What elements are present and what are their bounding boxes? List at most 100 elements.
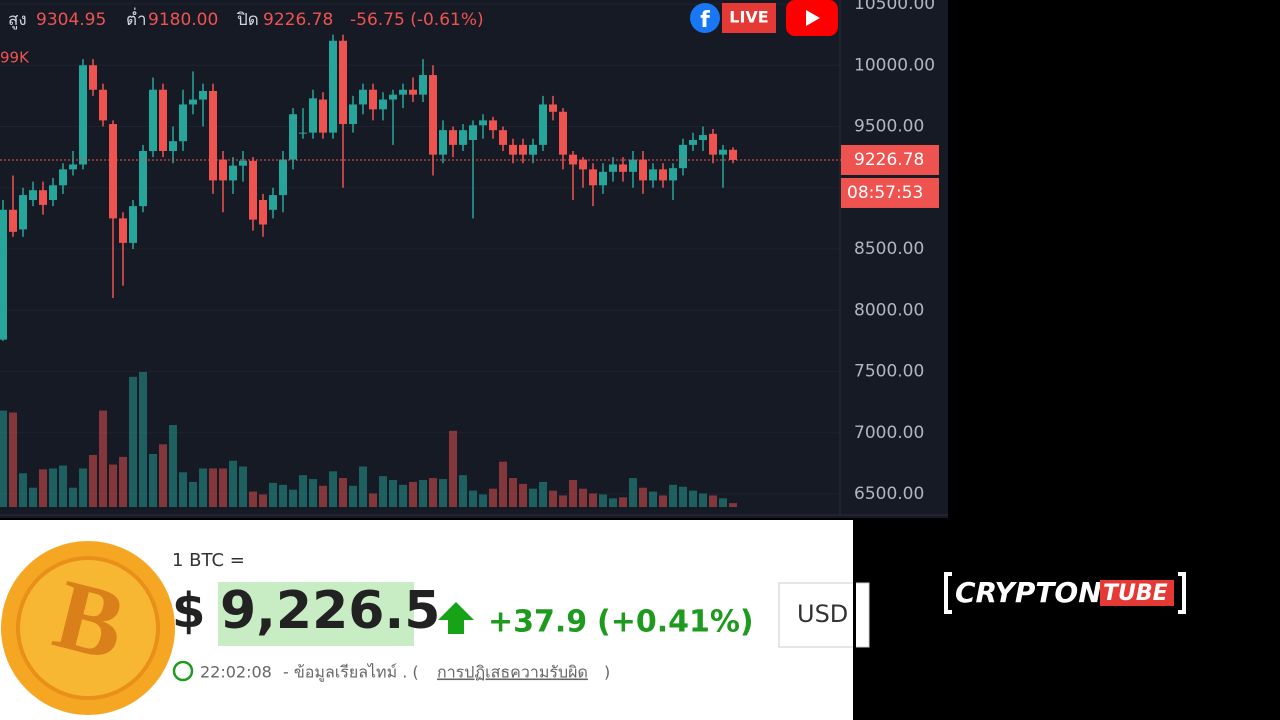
y-tick-label: 7000.00 — [854, 423, 924, 443]
candle-body — [219, 159, 227, 181]
y-tick-label: 10500.00 — [854, 0, 935, 14]
volume-bar — [699, 493, 707, 507]
candle-body — [49, 185, 57, 200]
volume-bar — [89, 454, 97, 507]
volume-bar — [629, 478, 637, 507]
volume-bar — [679, 486, 687, 507]
candle-body — [669, 168, 677, 181]
price: 9,226.5 — [220, 581, 440, 641]
disclaimer-link[interactable]: การปฏิเสธความรับผิด — [437, 663, 588, 682]
candle-body — [319, 99, 327, 133]
volume-bar — [649, 491, 657, 507]
volume-bar — [109, 464, 117, 507]
y-tick-label: 8000.00 — [854, 300, 924, 320]
volume-bar — [29, 487, 37, 507]
candle-body — [399, 89, 407, 95]
volume-bar — [139, 372, 147, 507]
high-value: 9304.95 — [36, 10, 106, 30]
volume-bar — [469, 490, 477, 507]
candle-body — [289, 114, 297, 160]
logo-left: CRYPTON — [955, 576, 1102, 609]
clock-icon — [172, 660, 194, 682]
candle-body — [19, 195, 27, 230]
youtube-play — [806, 10, 820, 26]
candle-body — [449, 130, 457, 145]
candle-body — [689, 139, 697, 145]
candle-body — [679, 144, 687, 169]
candle-body — [469, 125, 477, 140]
last-price-tag — [841, 144, 939, 175]
volume-bar — [169, 425, 177, 507]
candle-body — [529, 144, 537, 155]
volume-bar — [609, 498, 617, 507]
volume-bar — [249, 491, 257, 507]
currency-sign: $ — [172, 583, 205, 639]
candle-body — [609, 164, 617, 172]
candle-body — [499, 130, 507, 145]
candle-body — [619, 164, 627, 172]
volume-bar — [729, 503, 737, 507]
candle-body — [159, 89, 167, 151]
volume-bar — [229, 460, 237, 507]
candle-body — [259, 200, 267, 225]
volume-bar — [519, 483, 527, 507]
candle-body — [709, 133, 717, 155]
candle-body — [9, 209, 17, 232]
candle-body — [199, 90, 207, 100]
volume-bar — [419, 480, 427, 507]
volume-bar — [179, 472, 187, 507]
volume-bar — [709, 495, 717, 507]
candle-body — [169, 141, 177, 151]
candle-body — [489, 120, 497, 131]
candle-body — [129, 206, 137, 243]
logo-brackets — [944, 572, 1186, 614]
change-pct: (+0.41%) — [597, 605, 754, 640]
volume-bar — [239, 466, 247, 507]
volume-bar — [509, 478, 517, 507]
volume-bar — [339, 478, 347, 507]
chart: 6500.007000.007500.008000.008500.009000.… — [0, 0, 939, 507]
low-value: 9180.00 — [148, 10, 218, 30]
price-highlight — [218, 582, 414, 646]
volume-bar — [479, 494, 487, 507]
candle-body — [119, 218, 127, 243]
low-label: ต่ำ — [126, 7, 147, 30]
volume-bar — [9, 412, 17, 507]
volume-bar — [0, 410, 7, 507]
change-value: -56.75 (-0.61%) — [350, 10, 484, 30]
candle-body — [0, 209, 7, 340]
volume-bar — [459, 475, 467, 507]
live-badge — [722, 3, 776, 33]
volume-bar — [499, 461, 507, 507]
volume-bar — [329, 471, 337, 507]
y-tick-label: 8500.00 — [854, 239, 924, 259]
candle-body — [579, 159, 587, 170]
volume-bar — [99, 410, 107, 507]
volume-bar — [219, 468, 227, 507]
candle-body — [329, 40, 337, 133]
facebook-icon[interactable] — [690, 3, 720, 33]
change: +37.9 — [488, 605, 587, 640]
candle-body — [389, 94, 397, 100]
candle-body — [409, 89, 417, 95]
volume-bar — [539, 481, 547, 507]
volume-bar — [259, 494, 267, 507]
volume-bar — [669, 484, 677, 507]
logo-badge — [1100, 580, 1174, 606]
candle-body — [549, 104, 557, 112]
volume-bar — [559, 495, 567, 507]
volume-bar — [689, 490, 697, 507]
candle-body — [729, 149, 737, 160]
volume-bar — [129, 376, 137, 507]
candle-body — [439, 130, 447, 155]
up-arrow-stem — [448, 618, 464, 634]
candle-body — [539, 104, 547, 145]
candle-body — [269, 195, 277, 210]
candle-body — [59, 169, 67, 186]
volume-bar — [349, 485, 357, 507]
candle-body — [369, 89, 377, 110]
volume-bar — [299, 475, 307, 507]
candle-body — [509, 144, 517, 155]
candle-body — [429, 75, 437, 155]
